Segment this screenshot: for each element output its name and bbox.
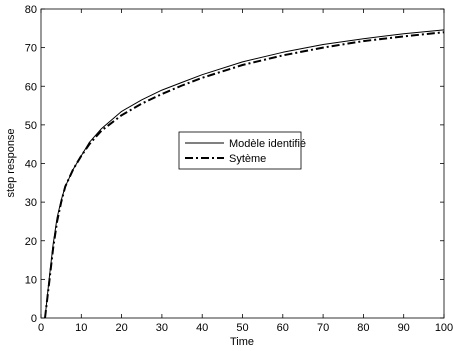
y-axis-label: step response [5,128,17,197]
x-tick-label: 10 [75,322,87,334]
x-tick-label: 100 [435,322,453,334]
x-tick-label: 70 [317,322,329,334]
legend-label-modele-identifie: Modèle identifié [229,138,306,150]
x-axis-label: Time [230,336,254,348]
x-tick-label: 90 [398,322,410,334]
y-tick-label: 60 [25,81,37,93]
axis-ticks: 0 10 20 30 40 50 60 70 80 90 100 0 10 20 30 40 50 60 70 80 [25,4,453,334]
x-tick-label: 80 [357,322,369,334]
x-tick-label: 40 [196,322,208,334]
y-tick-label: 40 [25,159,37,171]
y-tick-label: 30 [25,197,37,209]
y-tick-label: 10 [25,274,37,286]
series-lines [44,29,445,319]
legend-label-systeme: Sytème [229,153,266,165]
y-tick-label: 70 [25,43,37,55]
x-tick-label: 20 [115,322,127,334]
y-tick-label: 80 [25,4,37,16]
y-tick-label: 50 [25,120,37,132]
x-tick-label: 30 [156,322,168,334]
y-tick-label: 0 [31,313,37,325]
x-tick-label: 60 [277,322,289,334]
x-tick-label: 0 [38,322,44,334]
x-tick-label: 50 [236,322,248,334]
series-line-1 [44,31,445,319]
legend-box [178,131,302,170]
legend: Modèle identifié Sytème [178,131,306,170]
y-tick-label: 20 [25,236,37,248]
